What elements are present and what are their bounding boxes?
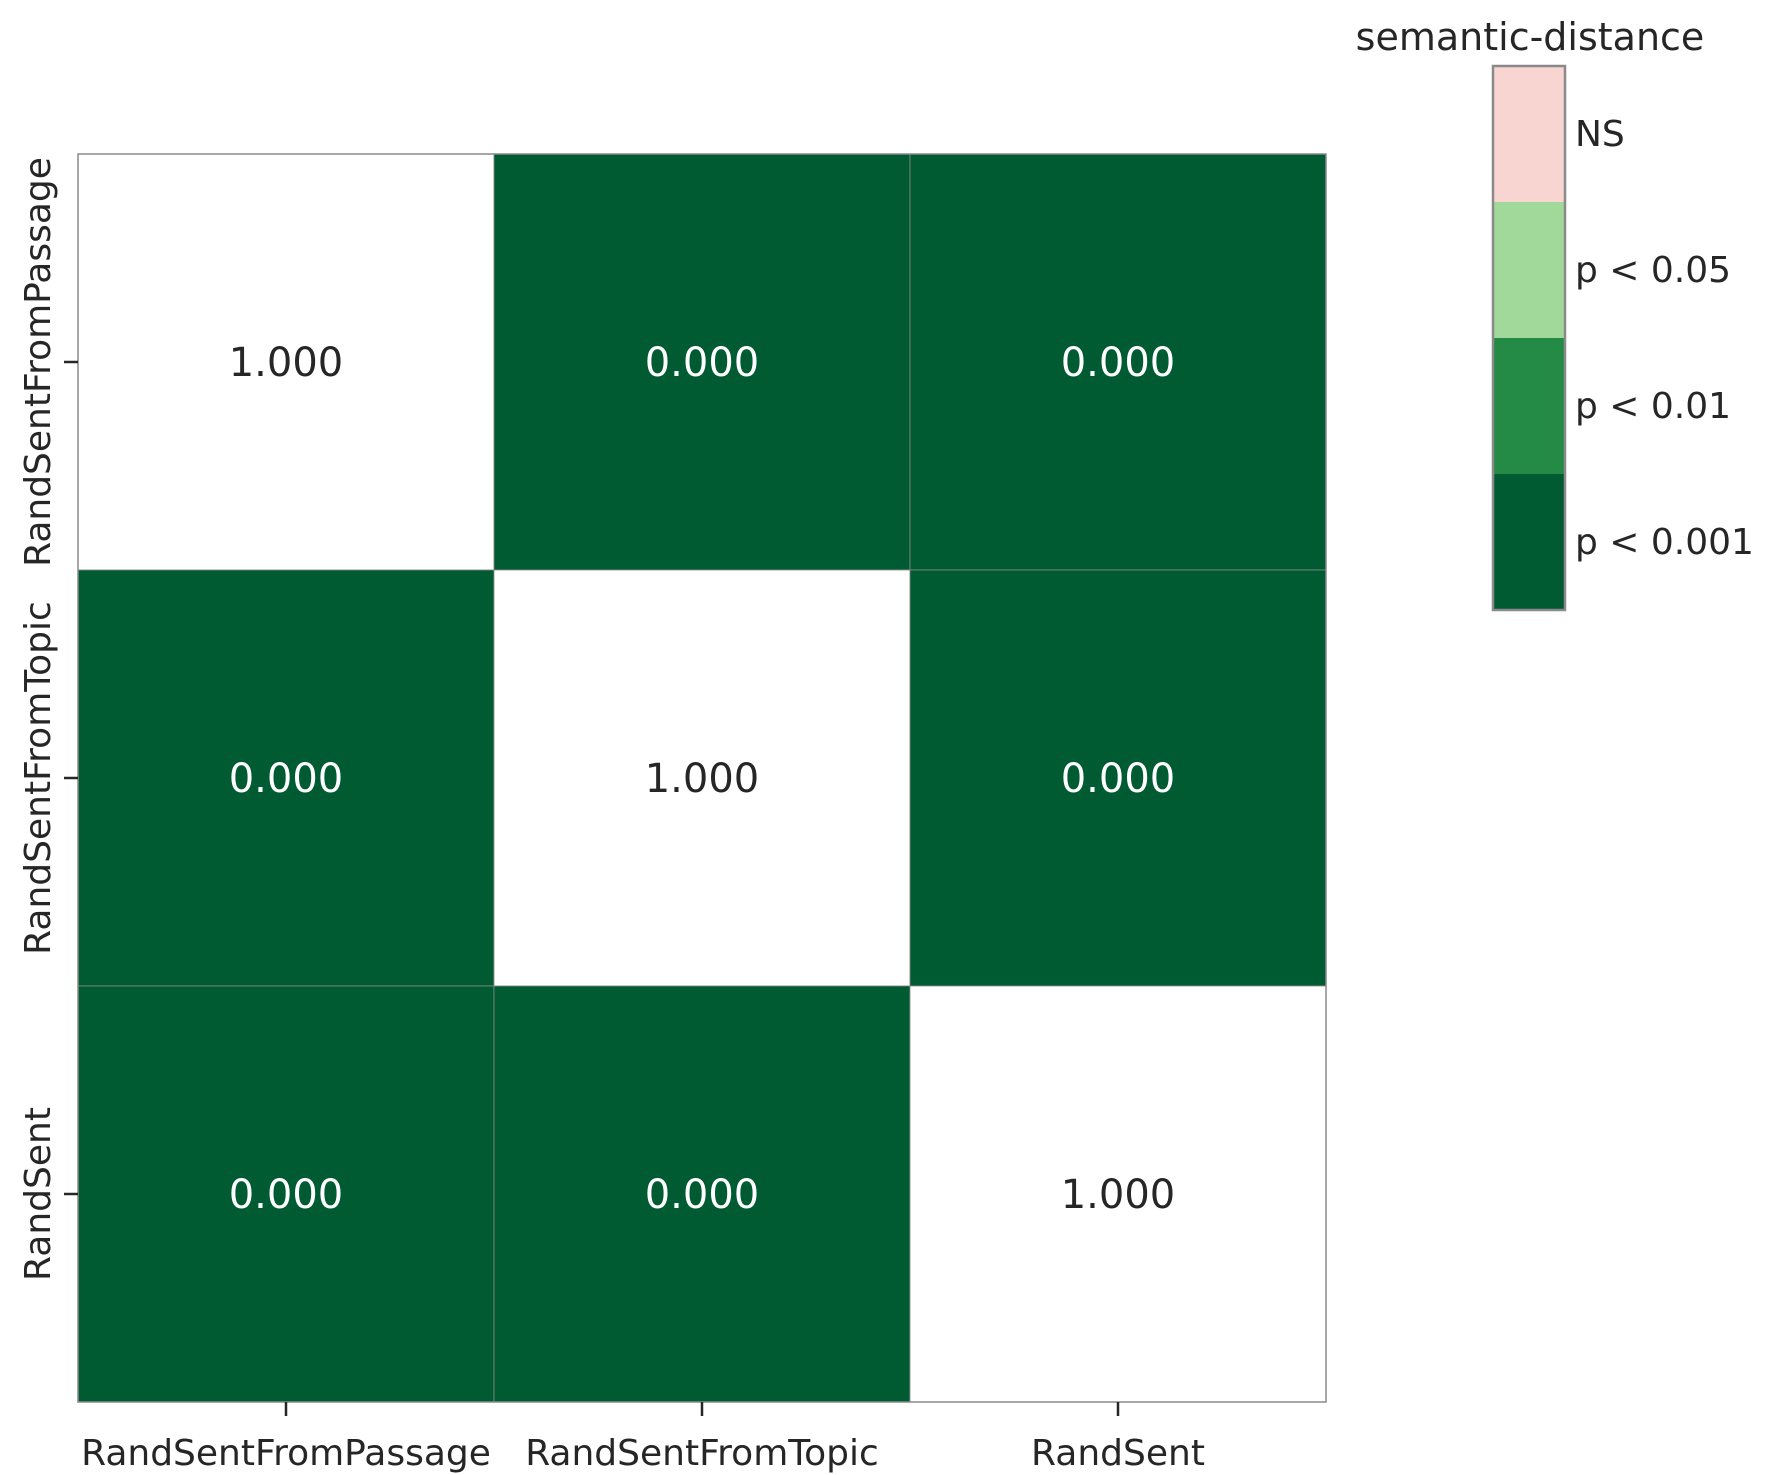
legend-swatch: [1493, 66, 1565, 202]
legend-swatch: [1493, 202, 1565, 338]
heatmap-cell: [77, 985, 495, 1403]
heatmap-cell: [909, 569, 1327, 987]
legend-label: p < 0.05: [1575, 250, 1731, 291]
heatmap-cell: [493, 985, 911, 1403]
cell-label: 0.000: [645, 1172, 760, 1218]
x-tick-label: RandSentFromPassage: [81, 1433, 491, 1474]
y-tick-label: RandSentFromPassage: [18, 157, 59, 567]
x-tick-label: RandSentFromTopic: [525, 1433, 879, 1474]
legend-swatch: [1493, 474, 1565, 610]
legend-title: semantic-distance: [1356, 15, 1705, 59]
cell-label: 0.000: [1061, 756, 1176, 802]
heatmap-cell: [77, 153, 495, 571]
x-tick-label: RandSent: [1031, 1433, 1205, 1474]
heatmap-cell: [493, 569, 911, 987]
x-axis: RandSentFromPassage RandSentFromTopic Rand…: [81, 1402, 1205, 1474]
heatmap-cell: [493, 153, 911, 571]
heatmap-cell: [77, 569, 495, 987]
legend-label: p < 0.01: [1575, 386, 1731, 427]
legend-label: NS: [1575, 114, 1625, 155]
cell-label: 0.000: [1061, 340, 1176, 386]
cell-label: 0.000: [229, 1172, 344, 1218]
legend-swatch: [1493, 338, 1565, 474]
y-tick-label: RandSentFromTopic: [18, 601, 59, 955]
legend-label: p < 0.001: [1575, 522, 1754, 563]
y-axis: RandSentFromPassage RandSentFromTopic Rand…: [18, 157, 78, 1281]
legend: semantic-distance NS p < 0.05 p < 0.01 p < …: [1356, 15, 1754, 612]
cell-label: 0.000: [229, 756, 344, 802]
y-tick-label: RandSent: [18, 1107, 59, 1281]
heatmap-cells: 1.000 0.000 0.000 0.000 1.000 0.000 0.000 0.000…: [77, 153, 1327, 1403]
cell-label: 1.000: [1061, 1172, 1176, 1218]
cell-label: 1.000: [229, 340, 344, 386]
cell-label: 0.000: [645, 340, 760, 386]
legend-swatches: NS p < 0.05 p < 0.01 p < 0.001: [1493, 66, 1754, 610]
legend-frame: [1491, 64, 1567, 612]
cell-label: 1.000: [645, 756, 760, 802]
